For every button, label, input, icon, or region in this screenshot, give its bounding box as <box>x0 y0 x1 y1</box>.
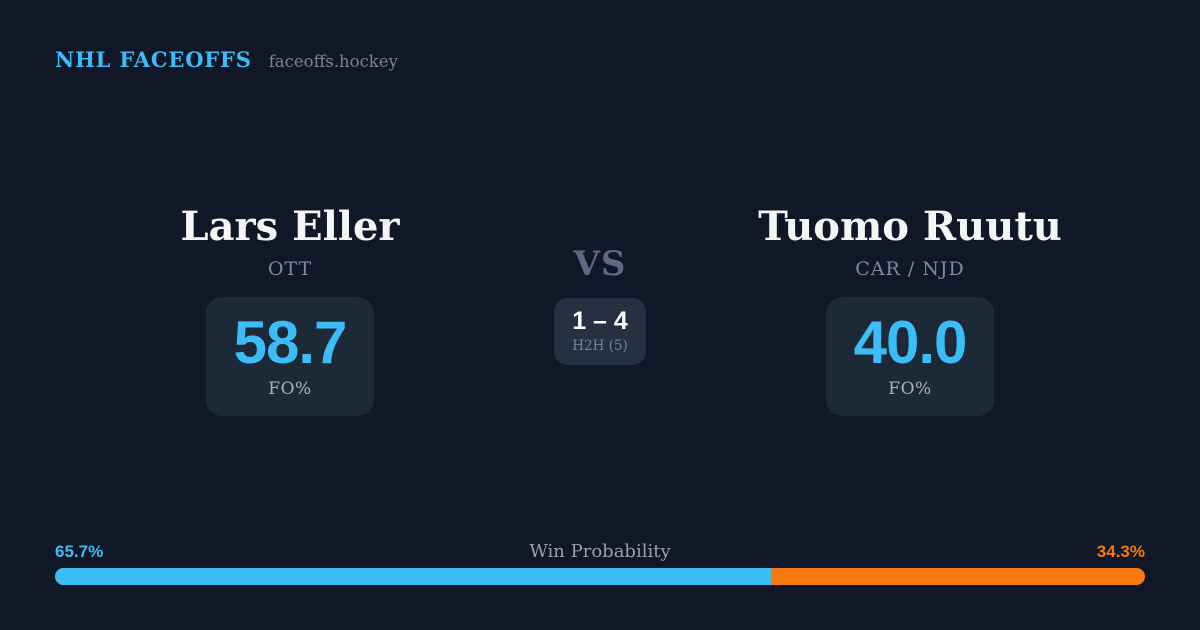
win-probability-left-segment <box>55 568 772 585</box>
header: NHL FACEOFFS faceoffs.hockey <box>55 47 398 72</box>
player-left-stat-card: 58.7 FO% <box>205 297 375 416</box>
win-probability-labels: 65.7% Win Probability 34.3% <box>55 541 1145 562</box>
brand-title: NHL FACEOFFS <box>55 47 252 72</box>
win-probability-bar <box>55 568 1145 585</box>
player-right-stat-card: 40.0 FO% <box>825 297 995 416</box>
player-left-column: Lars Eller OTT 58.7 FO% <box>90 205 490 416</box>
player-right-stat-value: 40.0 <box>853 309 968 376</box>
win-probability-title: Win Probability <box>529 541 671 562</box>
h2h-label: H2H (5) <box>572 337 628 354</box>
win-probability-left-pct: 65.7% <box>55 542 104 561</box>
player-left-stat-value: 58.7 <box>233 309 348 376</box>
player-right-team: CAR / NJD <box>855 258 965 280</box>
player-left-stat-label: FO% <box>268 378 312 399</box>
vs-label: VS <box>573 244 627 284</box>
h2h-card: 1 – 4 H2H (5) <box>554 298 646 365</box>
site-domain: faceoffs.hockey <box>268 52 398 71</box>
player-right-name: Tuomo Ruutu <box>758 203 1062 250</box>
player-left-name: Lars Eller <box>180 203 400 250</box>
h2h-score: 1 – 4 <box>572 307 628 335</box>
matchup-section: Lars Eller OTT 58.7 FO% VS 1 – 4 H2H (5)… <box>0 205 1200 435</box>
player-right-column: Tuomo Ruutu CAR / NJD 40.0 FO% <box>710 205 1110 416</box>
vs-column: VS 1 – 4 H2H (5) <box>520 205 680 365</box>
win-probability-right-pct: 34.3% <box>1096 542 1145 561</box>
player-left-team: OTT <box>267 258 313 280</box>
player-right-stat-label: FO% <box>888 378 932 399</box>
